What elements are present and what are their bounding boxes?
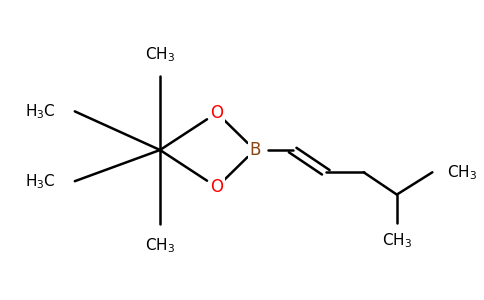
Text: CH$_3$: CH$_3$ — [145, 45, 175, 64]
Text: O: O — [211, 104, 224, 122]
Text: H$_3$C: H$_3$C — [25, 102, 56, 121]
Text: CH$_3$: CH$_3$ — [382, 232, 412, 250]
Text: B: B — [249, 141, 260, 159]
Text: H$_3$C: H$_3$C — [25, 172, 56, 190]
Text: O: O — [211, 178, 224, 196]
Text: CH$_3$: CH$_3$ — [145, 236, 175, 255]
Text: CH$_3$: CH$_3$ — [447, 163, 477, 182]
